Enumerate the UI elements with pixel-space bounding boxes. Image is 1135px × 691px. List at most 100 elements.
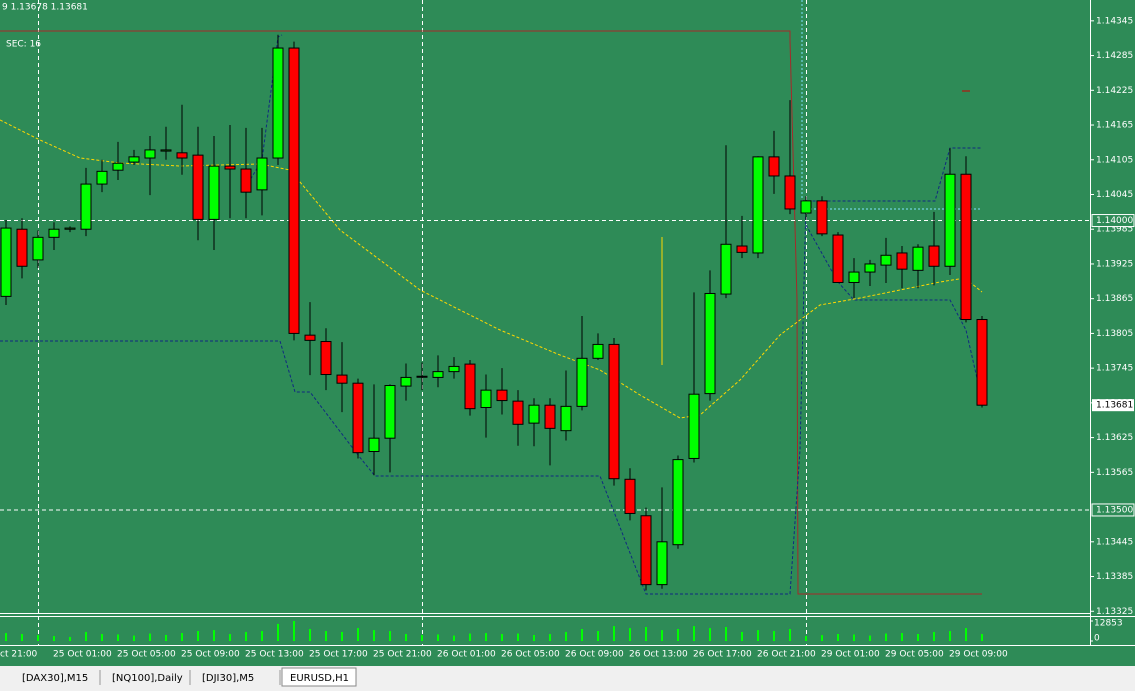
x-tick-label: 25 Oct 21:00 <box>373 650 432 660</box>
candle-body <box>704 292 716 395</box>
candle-body <box>880 254 892 266</box>
last-price: 1.13681 <box>1096 401 1133 411</box>
candle-body <box>320 341 332 376</box>
candle-body <box>352 382 364 454</box>
tab[interactable]: [DAX30],M15 <box>12 668 101 686</box>
candle-body <box>400 376 412 387</box>
candle-body <box>768 156 780 177</box>
x-tick-label: 26 Oct 13:00 <box>629 650 688 660</box>
candle-body <box>544 404 556 429</box>
tab[interactable]: [DJI30],M5 <box>192 668 281 686</box>
x-tick-label: 25 Oct 17:00 <box>309 650 368 660</box>
candle-body <box>32 236 44 261</box>
candle-body <box>928 245 940 267</box>
candle-body <box>16 228 28 267</box>
tab-bg <box>281 667 357 687</box>
y-tick-label: 1.13325 <box>1096 607 1133 617</box>
tab-bg <box>192 668 280 686</box>
candle-body <box>656 541 668 586</box>
y-tick-label: 1.14165 <box>1096 121 1133 131</box>
candle-body <box>288 47 300 334</box>
candle-body <box>304 334 316 341</box>
y-tick-label: 1.14225 <box>1096 86 1133 96</box>
candle-body <box>80 183 92 230</box>
x-tick-label: 25 Oct 09:00 <box>181 650 240 660</box>
candle-body <box>752 156 764 254</box>
candle-body <box>528 404 540 424</box>
moving-average <box>0 119 983 419</box>
x-tick-label: 26 Oct 05:00 <box>501 650 560 660</box>
candle-body <box>464 363 476 410</box>
candle-body <box>608 343 620 480</box>
x-tick-label: 26 Oct 01:00 <box>437 650 496 660</box>
candle-body <box>224 165 236 170</box>
candle-body <box>432 371 444 378</box>
y-tick-label: 1.14105 <box>1096 155 1133 165</box>
x-tick-label: 29 Oct 09:00 <box>949 650 1008 660</box>
y-tick-label: 1.13805 <box>1096 329 1133 339</box>
candle-body <box>256 157 268 191</box>
y-tick-label: 1.13985 <box>1096 225 1133 235</box>
last-price-box <box>1092 399 1134 412</box>
candle-body <box>736 245 748 253</box>
header: 9 1.13678 1.13681 <box>2 3 88 13</box>
tab-bg <box>12 668 100 686</box>
y2-tick-label: 0 <box>1094 634 1100 644</box>
candle-body <box>192 154 204 220</box>
y-tick-label: 1.14285 <box>1096 51 1133 61</box>
x-tick-label: 26 Oct 17:00 <box>693 650 752 660</box>
candle-body <box>496 389 508 402</box>
candle-body <box>512 400 524 425</box>
candle-body <box>624 478 636 514</box>
candle-body <box>240 168 252 193</box>
y-tick-label: 1.14045 <box>1096 190 1133 200</box>
price-label-box <box>1091 214 1135 228</box>
y-tick-label: 1.13385 <box>1096 572 1133 582</box>
candle-body <box>0 227 12 297</box>
candle-body <box>112 162 124 171</box>
candle-body <box>896 252 908 270</box>
candle-body <box>576 357 588 407</box>
y-tick-label: 1.13865 <box>1096 294 1133 304</box>
candle-body <box>864 263 876 273</box>
candle-body <box>96 170 108 185</box>
candle-body <box>816 200 828 235</box>
x-tick-label: 25 Oct 01:00 <box>53 650 112 660</box>
candle-body <box>800 200 812 214</box>
candle-body <box>144 149 156 159</box>
candle-body <box>848 271 860 283</box>
x-tick-label: 26 Oct 21:00 <box>757 650 816 660</box>
candle-body <box>176 152 188 159</box>
candle-body <box>416 375 428 378</box>
separators <box>38 0 807 645</box>
tab-label: EURUSD,H1 <box>290 673 349 684</box>
candle-body <box>272 47 284 159</box>
candle-body <box>688 393 700 459</box>
candle-body <box>592 343 604 359</box>
candle-body <box>64 227 76 230</box>
candle-body <box>640 515 652 586</box>
candle-body <box>832 234 844 283</box>
tab[interactable]: [NQ100],Daily <box>102 668 191 686</box>
channel-line <box>0 147 982 595</box>
channel-line <box>805 224 983 401</box>
candle-body <box>48 228 60 238</box>
chart-bg <box>0 0 1135 666</box>
price-label: 1.14000 <box>1096 216 1133 226</box>
candle-body <box>208 165 220 220</box>
price-label: 1.13500 <box>1096 505 1133 515</box>
tab[interactable]: EURUSD,H1 <box>281 667 357 687</box>
candle-body <box>160 149 172 152</box>
y-tick-label: 1.13925 <box>1096 259 1133 269</box>
x-tick-label: 25 Oct 05:00 <box>117 650 176 660</box>
x-tick-label: 25 Oct 13:00 <box>245 650 304 660</box>
candle-body <box>336 374 348 384</box>
x-tick-label: 29 Oct 05:00 <box>885 650 944 660</box>
y-tick-label: 1.14345 <box>1096 16 1133 26</box>
candle-body <box>384 385 396 439</box>
tab-bg <box>102 668 190 686</box>
candle-body <box>560 405 572 432</box>
candle-body <box>960 173 972 321</box>
timer: SEC: 16 <box>6 40 41 50</box>
